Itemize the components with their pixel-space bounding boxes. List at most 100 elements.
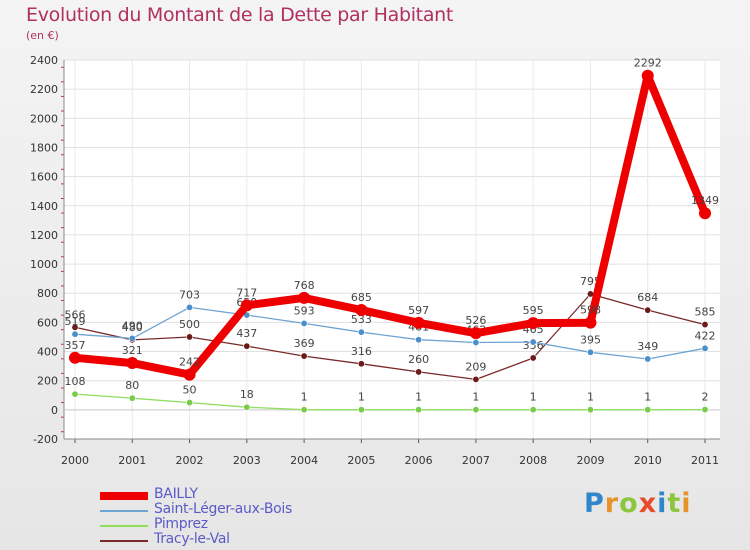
data-point-saint-l-ger-aux-bois [128, 334, 136, 342]
data-point-saint-l-ger-aux-bois [415, 336, 423, 344]
series-line-pimprez [74, 393, 706, 411]
data-label-saint-l-ger-aux-bois: 422 [695, 329, 716, 342]
x-tick-label: 2008 [519, 454, 547, 467]
data-label-saint-l-ger-aux-bois: 519 [65, 315, 86, 328]
series-line-bailly [71, 71, 709, 379]
x-tick-label: 2011 [691, 454, 719, 467]
data-label-tracy-le-val: 566 [65, 308, 86, 321]
y-tick-label: 2400 [30, 54, 58, 67]
y-tick-label: 200 [37, 375, 58, 388]
data-point-saint-l-ger-aux-bois [357, 328, 365, 336]
legend-label: Pimprez [154, 516, 208, 532]
data-point-pimprez [71, 390, 79, 398]
data-point-tracy-le-val [71, 323, 79, 331]
data-point-bailly [527, 317, 540, 330]
y-tick-label: 600 [37, 316, 58, 329]
data-label-bailly: 717 [236, 286, 257, 299]
data-label-tracy-le-val: 437 [236, 327, 257, 340]
data-point-pimprez [415, 406, 423, 414]
data-label-pimprez: 1 [644, 391, 651, 404]
data-label-tracy-le-val: 209 [465, 360, 486, 373]
data-point-saint-l-ger-aux-bois [586, 348, 594, 356]
data-label-pimprez: 50 [183, 384, 197, 397]
data-point-tracy-le-val [300, 352, 308, 360]
data-point-tracy-le-val [644, 306, 652, 314]
y-tick-label: 2200 [30, 83, 58, 96]
data-point-bailly [641, 69, 654, 82]
data-point-bailly [412, 316, 425, 329]
data-point-bailly [584, 316, 597, 329]
y-tick-label: 1000 [30, 258, 58, 271]
y-tick-label: 800 [37, 287, 58, 300]
data-point-bailly [469, 327, 482, 340]
data-label-bailly: 2292 [634, 57, 662, 70]
data-label-pimprez: 1 [472, 391, 479, 404]
data-label-pimprez: 1 [587, 391, 594, 404]
x-tick-label: 2004 [290, 454, 318, 467]
legend-swatch [100, 525, 148, 527]
y-tick-label: 1200 [30, 229, 58, 242]
data-label-bailly: 1349 [691, 194, 719, 207]
y-tick-label: 1600 [30, 171, 58, 184]
x-tick-label: 2001 [118, 454, 146, 467]
data-point-pimprez [644, 406, 652, 414]
data-label-pimprez: 18 [240, 388, 254, 401]
y-tick-label: 1800 [30, 141, 58, 154]
x-tick-label: 2009 [576, 454, 604, 467]
data-point-tracy-le-val [701, 321, 709, 329]
x-tick-label: 2007 [462, 454, 490, 467]
data-label-bailly: 597 [408, 304, 429, 317]
data-label-saint-l-ger-aux-bois: 490 [122, 319, 143, 332]
data-point-saint-l-ger-aux-bois [472, 339, 480, 347]
data-point-pimprez [472, 406, 480, 414]
data-label-tracy-le-val: 260 [408, 353, 429, 366]
data-label-tracy-le-val: 684 [637, 291, 658, 304]
data-point-tracy-le-val [529, 354, 537, 362]
data-point-pimprez [357, 406, 365, 414]
x-tick-label: 2002 [176, 454, 204, 467]
data-point-tracy-le-val [357, 360, 365, 368]
data-label-pimprez: 2 [702, 391, 709, 404]
data-point-pimprez [529, 406, 537, 414]
legend-label: Tracy-le-Val [154, 531, 230, 547]
data-point-tracy-le-val [243, 342, 251, 350]
data-point-bailly [126, 357, 139, 370]
data-point-bailly [298, 291, 311, 304]
y-tick-label: -200 [33, 433, 58, 446]
data-point-saint-l-ger-aux-bois [186, 303, 194, 311]
data-label-saint-l-ger-aux-bois: 349 [637, 340, 658, 353]
data-point-pimprez [701, 406, 709, 414]
plot-area [64, 60, 720, 439]
data-point-pimprez [243, 403, 251, 411]
data-label-pimprez: 1 [415, 391, 422, 404]
data-point-saint-l-ger-aux-bois [529, 338, 537, 346]
data-label-bailly: 242 [179, 356, 200, 369]
data-point-bailly [240, 299, 253, 312]
data-point-pimprez [300, 406, 308, 414]
data-label-bailly: 321 [122, 344, 143, 357]
x-tick-label: 2000 [61, 454, 89, 467]
data-label-bailly: 357 [65, 339, 86, 352]
data-label-tracy-le-val: 316 [351, 345, 372, 358]
x-tick-label: 2006 [405, 454, 433, 467]
data-point-pimprez [128, 394, 136, 402]
data-point-pimprez [586, 406, 594, 414]
data-point-pimprez [186, 399, 194, 407]
data-label-tracy-le-val: 369 [294, 337, 315, 350]
data-label-saint-l-ger-aux-bois: 703 [179, 288, 200, 301]
data-label-pimprez: 1 [358, 391, 365, 404]
x-tick-label: 2003 [233, 454, 261, 467]
data-point-saint-l-ger-aux-bois [644, 355, 652, 363]
data-label-bailly: 598 [580, 304, 601, 317]
y-tick-label: 400 [37, 346, 58, 359]
y-tick-label: 1400 [30, 200, 58, 213]
data-label-bailly: 768 [294, 279, 315, 292]
series-line-saint-l-ger-aux-bois [74, 306, 706, 360]
data-label-pimprez: 108 [65, 375, 86, 388]
data-label-tracy-le-val: 585 [695, 306, 716, 319]
data-point-bailly [699, 207, 711, 220]
data-point-bailly [183, 368, 196, 381]
data-point-tracy-le-val [415, 368, 423, 376]
